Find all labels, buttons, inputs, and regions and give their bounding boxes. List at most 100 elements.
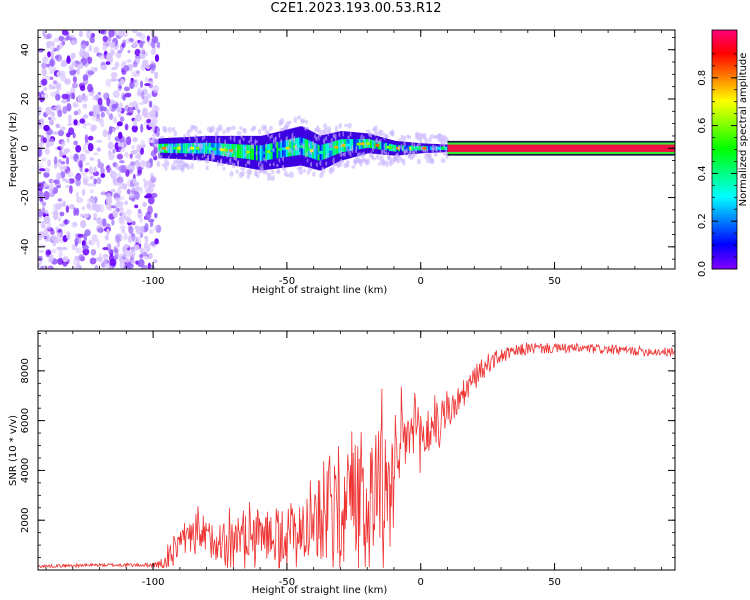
spectrogram-cell: [144, 222, 149, 232]
spectrogram-cell: [82, 144, 87, 153]
colorbar-step: [712, 243, 737, 246]
spectrogram-cell: [140, 48, 145, 55]
spectrogram-cell: [41, 206, 46, 215]
spectrogram-cell: [68, 178, 75, 184]
spectrogram-cell: [64, 219, 68, 225]
colorbar-step: [712, 195, 737, 198]
colorbar-step: [712, 221, 737, 224]
spectrogram-cell: [55, 123, 61, 129]
spectrogram-cell: [78, 237, 82, 244]
colorbar-step: [712, 211, 737, 214]
spectrogram-cell: [326, 126, 332, 133]
spectrogram-cell: [381, 160, 386, 167]
colorbar-step: [712, 121, 737, 125]
spectrogram-cell: [80, 44, 87, 49]
colorbar-step: [712, 59, 737, 63]
spectrogram-cell: [132, 30, 138, 34]
colorbar-step: [712, 149, 737, 152]
spectrogram-cell: [38, 210, 43, 217]
spectrogram-cell: [148, 180, 153, 188]
spectrogram-cell: [40, 118, 45, 126]
spectrogram-cell: [263, 125, 267, 130]
spectrogram-cell: [79, 85, 86, 92]
spectrogram-cell: [55, 93, 61, 101]
spectrogram-cell: [117, 113, 122, 118]
spectrogram-cell: [287, 120, 292, 124]
spectrogram-cell: [84, 168, 89, 173]
colorbar-step: [712, 39, 737, 43]
spectrogram-cell: [119, 216, 124, 223]
spectrogram-cell: [147, 205, 153, 215]
spectrogram-cell: [96, 239, 100, 249]
spectrogram-cell: [173, 130, 178, 137]
spectrogram-y-axis-label: Frequency (Hz): [8, 112, 19, 188]
spectrogram-cell: [407, 135, 412, 140]
spectrogram-cell: [152, 37, 158, 44]
spectrogram-cell: [148, 252, 153, 260]
spectrogram-cell: [78, 254, 85, 262]
spectrogram-cell: [102, 218, 107, 227]
spectrogram-cell: [79, 49, 85, 58]
colorbar-step: [712, 145, 737, 149]
spectrogram-cell: [82, 248, 90, 256]
spectrogram-cell: [376, 153, 380, 160]
spectrogram-cell: [52, 242, 56, 247]
spectrogram-cell: [137, 166, 143, 174]
spectrogram-cell: [422, 133, 427, 137]
spectrogram-cell: [85, 40, 89, 47]
spectrogram-cell: [114, 197, 122, 202]
spectrogram-cell: [105, 196, 113, 206]
colorbar-tick-label: 0.6: [697, 118, 708, 134]
spectrogram-cell: [130, 248, 136, 258]
spectrogram-cell: [92, 112, 96, 121]
spectrogram-cell: [146, 118, 152, 124]
spectrogram-cell: [145, 93, 152, 99]
spectrogram-cell: [401, 136, 407, 142]
spectrogram-cell: [344, 123, 348, 128]
spectrogram-cell: [328, 147, 334, 151]
spectrogram-cell: [93, 152, 99, 156]
spectrogram-cell: [80, 220, 87, 229]
spectrogram-cell: [45, 106, 53, 116]
spectrogram-cell: [132, 178, 136, 185]
spectrogram-cell: [313, 143, 317, 160]
spectrogram-cell: [118, 102, 123, 108]
spectrogram-cell: [68, 127, 75, 135]
spectrogram-cell: [60, 126, 66, 131]
spectrogram-cell: [99, 117, 104, 126]
spectrogram-cell: [424, 137, 429, 144]
spectrogram-cell: [66, 136, 70, 144]
spectrogram-cell: [75, 191, 80, 199]
spectrogram-cell: [147, 218, 155, 223]
spectrogram-cell: [391, 129, 395, 136]
spectrogram-cell: [112, 148, 116, 154]
spectrogram-cell: [46, 40, 53, 47]
spectrogram-cell: [38, 250, 45, 253]
spectrogram-x-axis-label: Height of straight line (km): [252, 285, 388, 296]
colorbar-step: [712, 173, 737, 176]
colorbar-step: [712, 155, 737, 158]
spectrogram-cell: [303, 168, 307, 173]
spectrogram-cell: [52, 131, 58, 135]
spectrogram-cell: [72, 40, 78, 45]
spectrogram-cell: [56, 246, 63, 250]
spectrogram-cell: [100, 64, 108, 71]
colorbar-step: [712, 185, 737, 188]
spectrogram-cell: [377, 161, 382, 166]
colorbar-step: [712, 133, 737, 137]
colorbar-step: [712, 199, 737, 202]
spectrogram-cell: [81, 206, 86, 211]
spectrogram-cell: [402, 158, 406, 166]
colorbar-ticks: 0.0 0.2 0.4 0.6 0.8: [697, 29, 738, 277]
spectrogram-cell: [139, 40, 144, 49]
spectrogram-cell: [116, 121, 123, 127]
colorbar-step: [712, 259, 737, 262]
spectrogram-cell: [154, 54, 160, 62]
spectrogram-cell: [43, 87, 48, 91]
spectrogram-cell: [120, 78, 125, 85]
spectrogram-cell: [124, 257, 131, 264]
snr-x-tick-label: 50: [548, 577, 561, 588]
colorbar-step: [712, 35, 737, 39]
colorbar-step: [712, 203, 737, 206]
spectrogram-cell: [144, 195, 150, 199]
